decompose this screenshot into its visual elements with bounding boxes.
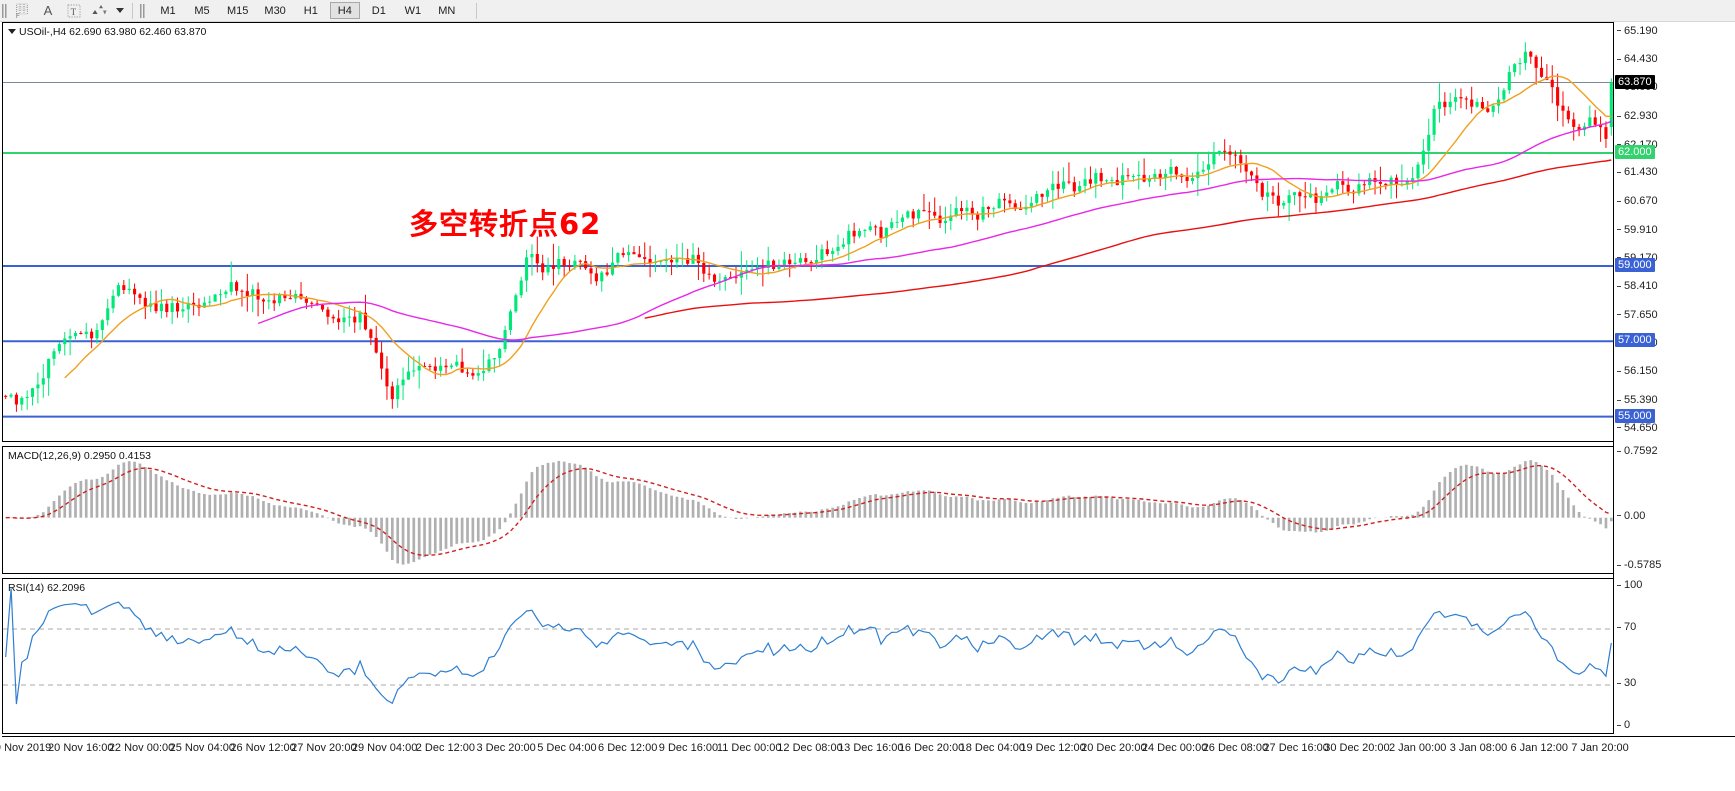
rsi-tick-label: 70 (1617, 621, 1636, 633)
macd-tick-label: 0.00 (1617, 510, 1645, 522)
objects-shapes-icon[interactable] (87, 1, 113, 21)
time-tick-label: 6 Jan 12:00 (1510, 742, 1568, 754)
time-tick-label: 18 Dec 04:00 (959, 742, 1026, 754)
timeframe-m5[interactable]: M5 (194, 4, 210, 17)
rsi-pane-label: RSI(14) 62.2096 (8, 582, 86, 594)
rsi-pane[interactable]: RSI(14) 62.2096 (2, 578, 1613, 734)
time-tick-label: 19 Dec 12:00 (1020, 742, 1086, 754)
time-tick-label: 3 Dec 20:00 (476, 742, 536, 754)
price-plot[interactable] (3, 23, 1613, 441)
rsi-tick-label: 0 (1617, 719, 1630, 731)
collapse-triangle-icon[interactable] (8, 29, 16, 34)
level-price-tag[interactable]: 55.000 (1615, 408, 1655, 423)
macd-pane-label: MACD(12,26,9) 0.2950 0.4153 (8, 450, 152, 462)
rsi-tick-label: 30 (1617, 677, 1636, 689)
chart-annotation-text: 多空转折点62 (409, 207, 602, 241)
time-tick-label: 19 Nov 2019 (0, 742, 52, 754)
toolbar-divider (132, 2, 133, 19)
timeframe-m1[interactable]: M1 (160, 4, 176, 17)
time-tick-label: 7 Jan 20:00 (1571, 742, 1629, 754)
time-tick-label: 2 Jan 00:00 (1388, 742, 1447, 754)
main-toolbar: F A T M1 M5 M15 M30 H1 H4 D1 W1 MN (0, 0, 1735, 22)
rsi-plot[interactable] (3, 579, 1613, 733)
price-pane-label-text: USOil-,H4 62.690 63.980 62.460 63.870 (19, 26, 207, 38)
price-axis[interactable]: 65.19064.43063.69062.93062.17061.43060.6… (1613, 22, 1735, 734)
timeframe-m15[interactable]: M15 (227, 4, 249, 17)
timeframe-drag-handle[interactable] (138, 2, 147, 20)
price-tick-label: 57.650 (1617, 309, 1658, 321)
time-tick-label: 20 Dec 20:00 (1081, 742, 1147, 754)
time-tick-label: 27 Nov 20:00 (291, 742, 357, 754)
time-tick-label: 20 Nov 16:00 (48, 742, 114, 754)
level-price-tag[interactable]: 57.000 (1615, 333, 1655, 348)
time-tick-label: 5 Dec 04:00 (537, 742, 597, 754)
macd-plot[interactable] (3, 447, 1613, 573)
chart-area[interactable]: USOil-,H4 62.690 63.980 62.460 63.870 多空… (0, 22, 1735, 791)
toolbar-divider-2 (475, 2, 477, 19)
time-tick-label: 22 Nov 00:00 (108, 742, 175, 754)
time-tick-label: 12 Dec 08:00 (777, 742, 843, 754)
time-tick-label: 30 Dec 20:00 (1324, 742, 1390, 754)
macd-pane[interactable]: MACD(12,26,9) 0.2950 0.4153 (2, 446, 1613, 574)
macd-series (5, 460, 1613, 565)
crosshair-grid-icon[interactable]: F (9, 1, 35, 21)
time-tick-label: 26 Dec 08:00 (1202, 742, 1269, 754)
price-tick-label: 58.410 (1617, 280, 1658, 292)
time-tick-label: 26 Nov 12:00 (230, 742, 296, 754)
macd-tick-label: 0.7592 (1617, 445, 1658, 457)
macd-tick-label: -0.5785 (1617, 559, 1661, 571)
text-label-icon[interactable]: A (43, 3, 53, 18)
svg-text:T: T (71, 7, 77, 17)
price-candles (3, 42, 1613, 418)
price-tick-label: 62.930 (1617, 110, 1658, 122)
timeframe-h1[interactable]: H1 (303, 4, 318, 17)
current-price-tag: 63.870 (1615, 74, 1655, 89)
price-pane[interactable]: USOil-,H4 62.690 63.980 62.460 63.870 多空… (2, 22, 1613, 442)
time-tick-label: 11 Dec 00:00 (716, 742, 782, 754)
chevron-down-icon[interactable] (113, 1, 127, 21)
toolbar-drag-handle[interactable] (0, 2, 9, 20)
time-tick-label: 29 Nov 04:00 (351, 742, 418, 754)
time-tick-label: 2 Dec 12:00 (415, 742, 476, 754)
price-tick-label: 54.650 (1617, 422, 1658, 434)
level-price-tag[interactable]: 59.000 (1615, 257, 1655, 272)
price-axis-line (1613, 22, 1614, 734)
time-tick-label: 6 Dec 12:00 (598, 742, 658, 754)
timeframe-mn[interactable]: MN (438, 4, 456, 17)
price-pane-label: USOil-,H4 62.690 63.980 62.460 63.870 (8, 26, 206, 38)
timeframe-h4[interactable]: H4 (329, 2, 360, 19)
time-tick-label: 27 Dec 16:00 (1263, 742, 1329, 754)
time-tick-label: 24 Dec 00:00 (1141, 742, 1208, 754)
price-tick-label: 65.190 (1617, 25, 1658, 37)
price-tick-label: 56.150 (1617, 365, 1658, 377)
text-box-icon[interactable]: T (61, 1, 87, 21)
timeframe-group: M1 M5 M15 M30 H1 H4 D1 W1 MN (153, 2, 462, 19)
time-tick-label: 25 Nov 04:00 (169, 742, 236, 754)
timeframe-w1[interactable]: W1 (404, 4, 422, 17)
time-tick-label: 16 Dec 20:00 (898, 742, 965, 754)
time-tick-label: 3 Jan 08:00 (1449, 742, 1508, 754)
rsi-tick-label: 100 (1617, 579, 1642, 591)
price-tick-label: 61.430 (1617, 166, 1658, 178)
price-tick-label: 59.910 (1617, 224, 1658, 236)
timeframe-d1[interactable]: D1 (371, 4, 386, 17)
price-tick-label: 60.670 (1617, 195, 1658, 207)
time-tick-label: 13 Dec 16:00 (838, 742, 904, 754)
svg-text:F: F (16, 14, 20, 18)
time-tick-label: 9 Dec 16:00 (658, 742, 719, 754)
timeframe-m30[interactable]: M30 (264, 4, 286, 17)
level-price-tag[interactable]: 62.000 (1615, 144, 1655, 159)
price-tick-label: 64.430 (1617, 53, 1658, 65)
rsi-series (3, 588, 1613, 705)
price-tick-label: 55.390 (1617, 394, 1658, 406)
